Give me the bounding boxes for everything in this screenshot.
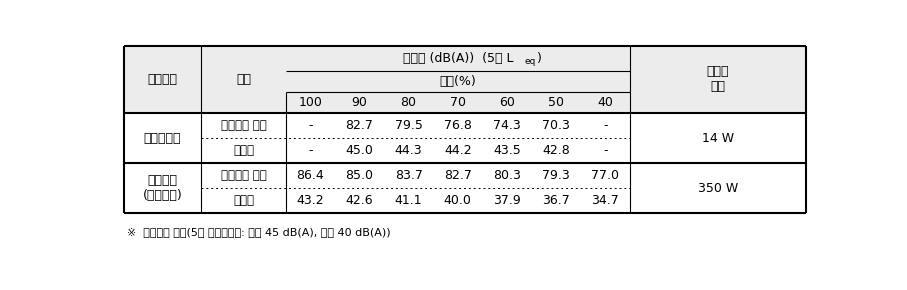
- Text: 60: 60: [499, 96, 515, 109]
- Text: 43.2: 43.2: [297, 194, 324, 207]
- Text: 90: 90: [351, 96, 367, 109]
- Text: 스피커
출력: 스피커 출력: [707, 66, 729, 93]
- Text: 82.7: 82.7: [444, 169, 472, 182]
- Text: 41.1: 41.1: [395, 194, 423, 207]
- Text: ): ): [537, 52, 542, 65]
- Text: 44.2: 44.2: [444, 144, 472, 157]
- Text: -: -: [308, 144, 312, 157]
- Text: 77.0: 77.0: [591, 169, 619, 182]
- Text: 74.3: 74.3: [493, 119, 521, 132]
- Text: 14 W: 14 W: [702, 132, 734, 145]
- Text: 350 W: 350 W: [697, 182, 738, 195]
- Text: 43.5: 43.5: [493, 144, 521, 157]
- Text: 42.8: 42.8: [542, 144, 571, 157]
- Text: 70.3: 70.3: [542, 119, 571, 132]
- Text: 생활음원 공간: 생활음원 공간: [220, 119, 267, 132]
- Text: 86.4: 86.4: [297, 169, 324, 182]
- Text: 40: 40: [598, 96, 613, 109]
- Text: -: -: [603, 144, 608, 157]
- Text: 소음도 (dB(A))  (5분 L: 소음도 (dB(A)) (5분 L: [403, 52, 513, 65]
- Text: 83.7: 83.7: [395, 169, 423, 182]
- Text: 70: 70: [450, 96, 466, 109]
- Bar: [124, 46, 805, 113]
- Text: 구분: 구분: [236, 73, 251, 86]
- Text: 80.3: 80.3: [493, 169, 521, 182]
- Text: 85.0: 85.0: [346, 169, 374, 182]
- Text: 80: 80: [401, 96, 416, 109]
- Text: 76.8: 76.8: [444, 119, 472, 132]
- Text: 34.7: 34.7: [591, 194, 619, 207]
- Text: 36.7: 36.7: [542, 194, 571, 207]
- Text: 전자피아노: 전자피아노: [144, 132, 181, 145]
- Text: ※  공기전달 소음(5분 등가소음도: 주간 45 dB(A), 야간 40 dB(A)): ※ 공기전달 소음(5분 등가소음도: 주간 45 dB(A), 야간 40 d…: [127, 227, 391, 237]
- Text: 45.0: 45.0: [346, 144, 374, 157]
- Text: 82.7: 82.7: [346, 119, 374, 132]
- Text: 44.3: 44.3: [395, 144, 423, 157]
- Text: 아래층: 아래층: [233, 144, 254, 157]
- Text: 50: 50: [548, 96, 564, 109]
- Text: 볼륨(%): 볼륨(%): [439, 75, 476, 88]
- Text: eq: eq: [524, 57, 536, 66]
- Text: -: -: [308, 119, 312, 132]
- Text: 아래층: 아래층: [233, 194, 254, 207]
- Text: 79.3: 79.3: [542, 169, 571, 182]
- Text: 생활음원: 생활음원: [148, 73, 178, 86]
- Text: 음향기기
(사운드바): 음향기기 (사운드바): [142, 174, 182, 202]
- Text: 100: 100: [298, 96, 322, 109]
- Text: 37.9: 37.9: [493, 194, 521, 207]
- Text: 생활음원 공간: 생활음원 공간: [220, 169, 267, 182]
- Text: 42.6: 42.6: [346, 194, 373, 207]
- Text: 40.0: 40.0: [444, 194, 472, 207]
- Text: 79.5: 79.5: [395, 119, 423, 132]
- Text: -: -: [603, 119, 608, 132]
